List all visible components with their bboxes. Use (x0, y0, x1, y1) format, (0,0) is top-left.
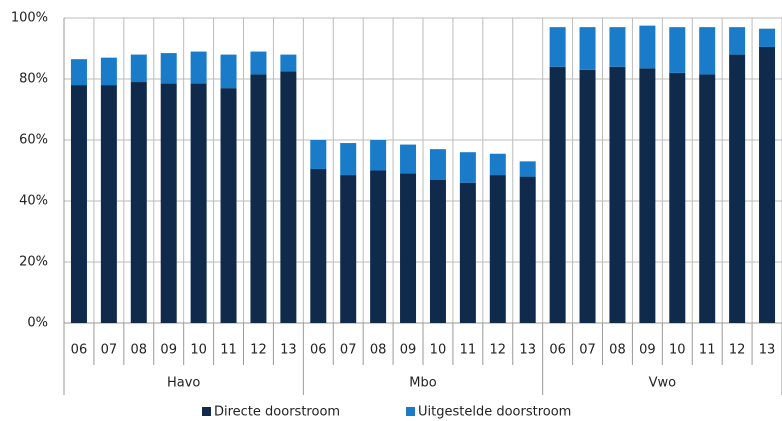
bar-segment (70, 59, 87, 86)
bar-segment (549, 27, 566, 67)
x-tick-label: 06 (310, 343, 327, 358)
bar-segment (310, 140, 327, 169)
bar-segment (519, 176, 536, 323)
bar-segment (190, 51, 207, 84)
x-tick-label: 09 (160, 343, 177, 358)
bar-segment (699, 74, 716, 323)
bar-segment (220, 88, 237, 324)
bar-segment (729, 27, 746, 55)
x-tick-label: 07 (340, 343, 357, 358)
bar-segment (759, 46, 776, 323)
bar-segment (130, 54, 147, 83)
bar-segment (639, 25, 656, 69)
bar-segment (549, 66, 566, 324)
x-tick-label: 12 (250, 343, 267, 358)
bar-segment (370, 170, 387, 323)
y-tick-label: 40% (19, 194, 48, 209)
bar-segment (459, 182, 476, 323)
bar-segment (130, 82, 147, 323)
x-tick-label: 12 (490, 343, 507, 358)
bar-segment (190, 83, 207, 323)
bar-segment (579, 27, 596, 70)
bar-segment (280, 54, 297, 72)
x-tick-label: 13 (280, 343, 297, 358)
x-tick-label: 12 (729, 343, 746, 358)
bar-segment (220, 54, 237, 89)
group-label: Mbo (409, 376, 436, 391)
x-tick-label: 10 (190, 343, 207, 358)
x-tick-label: 09 (400, 343, 417, 358)
x-tick-label: 10 (430, 343, 447, 358)
legend-label: Uitgestelde doorstroom (418, 405, 571, 420)
y-tick-label: 60% (19, 133, 48, 148)
bar-segment (669, 27, 686, 73)
bar-segment (340, 175, 357, 323)
y-tick-label: 100% (11, 11, 48, 26)
bar-segment (100, 57, 117, 86)
y-tick-label: 20% (19, 255, 48, 270)
group-label: Vwo (649, 376, 677, 391)
x-tick-label: 08 (609, 343, 626, 358)
bar-segment (519, 161, 536, 177)
bar-segment (250, 51, 267, 75)
bar-segment (459, 152, 476, 183)
group-label: Havo (167, 376, 200, 391)
x-tick-label: 08 (131, 343, 148, 358)
bar-segment (489, 175, 506, 323)
x-tick-label: 09 (639, 343, 656, 358)
bar-segment (609, 27, 626, 67)
bar-segment (340, 143, 357, 176)
bar-segment (160, 83, 177, 323)
legend-swatch (406, 407, 415, 416)
x-tick-label: 06 (549, 343, 566, 358)
bar-segment (310, 168, 327, 323)
bar-segment (280, 71, 297, 323)
bar-segment (429, 149, 446, 180)
legend-swatch (202, 407, 211, 416)
bar-segment (250, 74, 267, 323)
bar-segment (699, 27, 716, 75)
x-tick-label: 07 (579, 343, 596, 358)
bar-segment (70, 85, 87, 323)
y-tick-label: 0% (27, 316, 48, 331)
legend-label: Directe doorstroom (214, 405, 340, 420)
x-tick-label: 13 (519, 343, 536, 358)
bar-segment (729, 54, 746, 323)
x-tick-label: 07 (101, 343, 118, 358)
bar-segment (400, 173, 417, 323)
x-tick-label: 11 (220, 343, 237, 358)
bar-segment (609, 66, 626, 324)
y-tick-label: 80% (19, 72, 48, 87)
bar-segment (370, 140, 387, 171)
bar-segment (100, 85, 117, 323)
x-tick-label: 13 (759, 343, 776, 358)
bar-segment (639, 68, 656, 323)
x-tick-label: 06 (71, 343, 88, 358)
bar-segment (160, 53, 177, 84)
bar-segment (429, 179, 446, 323)
bar-segment (489, 153, 506, 176)
bar-segment (669, 72, 686, 324)
x-tick-label: 08 (370, 343, 387, 358)
x-tick-label: 10 (669, 343, 686, 358)
bar-segment (579, 69, 596, 323)
x-tick-label: 11 (460, 343, 477, 358)
bar-segment (400, 144, 417, 174)
x-tick-label: 11 (699, 343, 716, 358)
bar-segment (759, 28, 776, 47)
